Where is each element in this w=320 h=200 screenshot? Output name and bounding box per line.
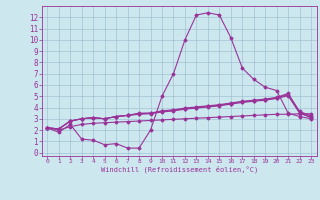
X-axis label: Windchill (Refroidissement éolien,°C): Windchill (Refroidissement éolien,°C) [100, 166, 258, 173]
